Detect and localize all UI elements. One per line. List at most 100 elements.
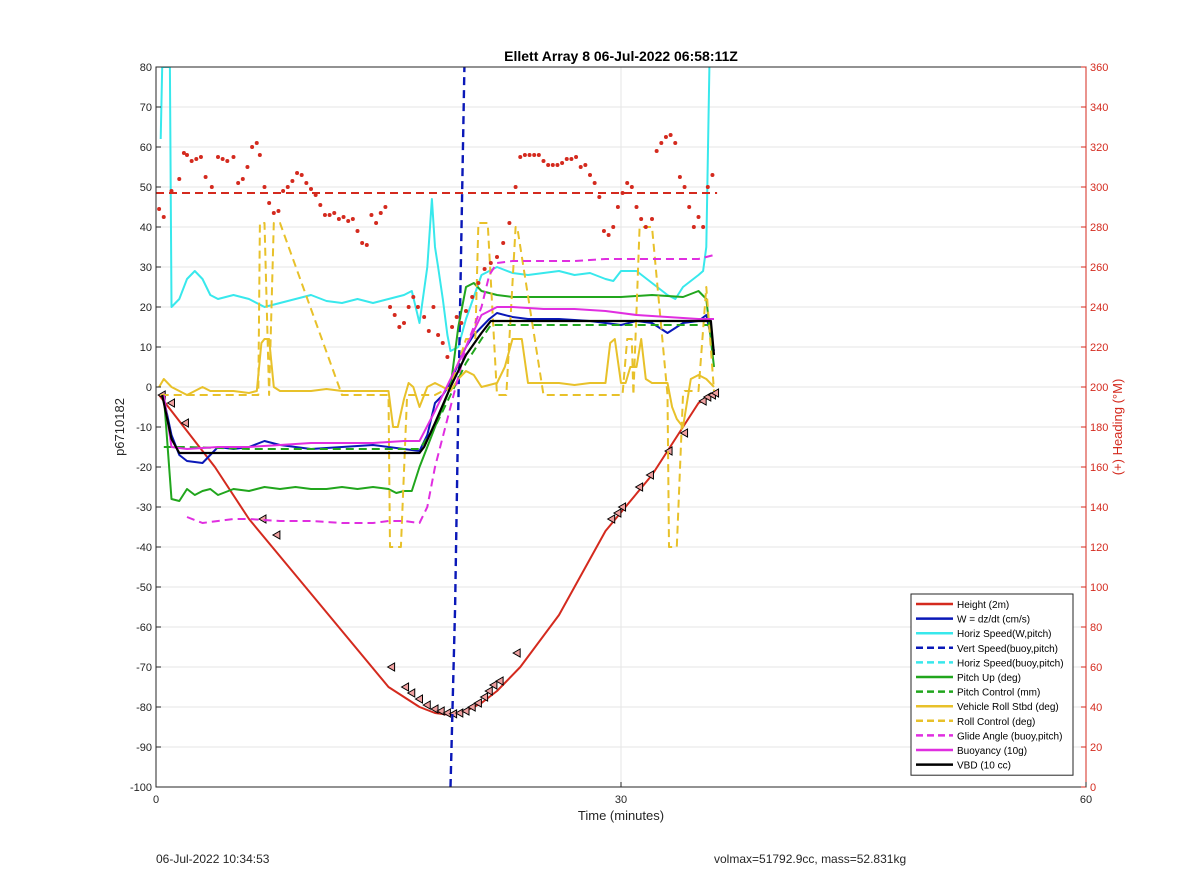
heading-point [705,185,710,189]
y-tick-label-right: 360 [1090,62,1108,74]
heading-point [181,151,186,155]
heading-point [629,185,634,189]
heading-point [313,193,318,197]
y-tick-label-right: 80 [1090,622,1102,634]
heading-point [346,219,351,223]
y-tick-label-left: 30 [140,262,152,274]
heading-point [541,159,546,163]
heading-point [271,211,276,215]
heading-point [431,305,436,309]
heading-point [397,325,402,329]
heading-point [406,305,411,309]
heading-point [650,217,654,221]
legend-box [910,593,1074,776]
heading-point [450,325,455,329]
heading-point [309,187,313,191]
heading-point [267,201,272,205]
x-tick-label: 30 [615,794,627,806]
y-tick-label-left: 70 [140,102,152,114]
heading-point [518,155,523,159]
y-tick-label-left: -90 [136,742,152,754]
series-pitch_up [162,282,715,502]
y-tick-label-right: 240 [1090,302,1108,314]
legend-label: Vert Speed(buoy,pitch) [957,644,1058,655]
y-tick-label-right: 140 [1090,502,1108,514]
heading-point [426,329,431,333]
heading-point [189,159,194,163]
heading-point [327,213,332,217]
heading-point [402,321,406,325]
height-marker [473,698,482,708]
legend-label: Pitch Up (deg) [957,673,1021,684]
heading-point [677,175,682,179]
heading-point [257,153,262,157]
heading-point [464,309,468,313]
height-marker [698,396,707,406]
heading-point [445,355,450,359]
heading-point [643,225,648,229]
heading-point [495,255,499,259]
heading-point [225,159,230,163]
heading-point [687,205,692,209]
heading-point [276,209,281,213]
footer-timestamp: 06-Jul-2022 10:34:53 [156,852,270,866]
legend-label: Roll Control (deg) [957,717,1035,728]
y-axis-label-right: (+) Heading (°M) [1110,379,1125,476]
heading-point [262,185,267,189]
series-vehicle_roll [158,338,715,428]
y-tick-label-left: -40 [136,542,152,554]
heading-point [639,217,644,221]
heading-point [304,181,309,185]
heading-point [696,215,701,219]
heading-point [459,321,464,325]
legend-label: Pitch Control (mm) [957,688,1040,699]
heading-point [501,241,506,245]
axes-layer: 80706050403020100-10-20-30-40-50-60-70-8… [130,62,1108,806]
height-marker [710,388,720,398]
y-tick-label-right: 40 [1090,702,1102,714]
y-tick-label-left: 20 [140,302,152,314]
height-marker [645,470,654,480]
legend-label: Glide Angle (buoy,pitch) [957,731,1062,742]
heading-point [606,233,611,237]
heading-point [470,295,475,299]
y-tick-label-left: 50 [140,182,152,194]
heading-point [476,281,481,285]
heading-point [522,153,527,157]
heading-point [440,341,445,345]
y-tick-label-right: 0 [1090,782,1096,794]
heading-point [532,153,537,157]
y-tick-label-left: -60 [136,622,152,634]
heading-point [634,205,639,209]
heading-point [194,157,199,161]
y-tick-label-left: -50 [136,582,152,594]
y-tick-label-right: 220 [1090,342,1108,354]
height-marker [612,508,622,518]
heading-point [236,181,241,185]
heading-point [597,195,602,199]
height-marker [467,702,476,712]
chart-title: Ellett Array 8 06-Jul-2022 06:58:11Z [504,48,738,64]
heading-point [691,225,696,229]
heading-point [436,333,441,337]
heading-point [369,213,374,217]
heading-point [240,177,245,181]
y-tick-label-right: 260 [1090,262,1108,274]
y-tick-label-left: 40 [140,222,152,234]
heading-point [332,211,337,215]
y-tick-label-left: -30 [136,502,152,514]
height-marker [495,676,504,686]
heading-point [574,155,579,159]
series-vbd [161,319,716,455]
heading-point [673,141,678,145]
heading-point [550,163,555,167]
series-vert_speed_buoy [449,67,466,787]
heading-point [281,189,286,193]
heading-point [285,185,290,189]
heading-point [322,213,327,217]
height-marker [406,688,416,698]
heading-point [374,221,379,225]
height-marker [484,686,493,696]
height-marker [512,648,521,658]
